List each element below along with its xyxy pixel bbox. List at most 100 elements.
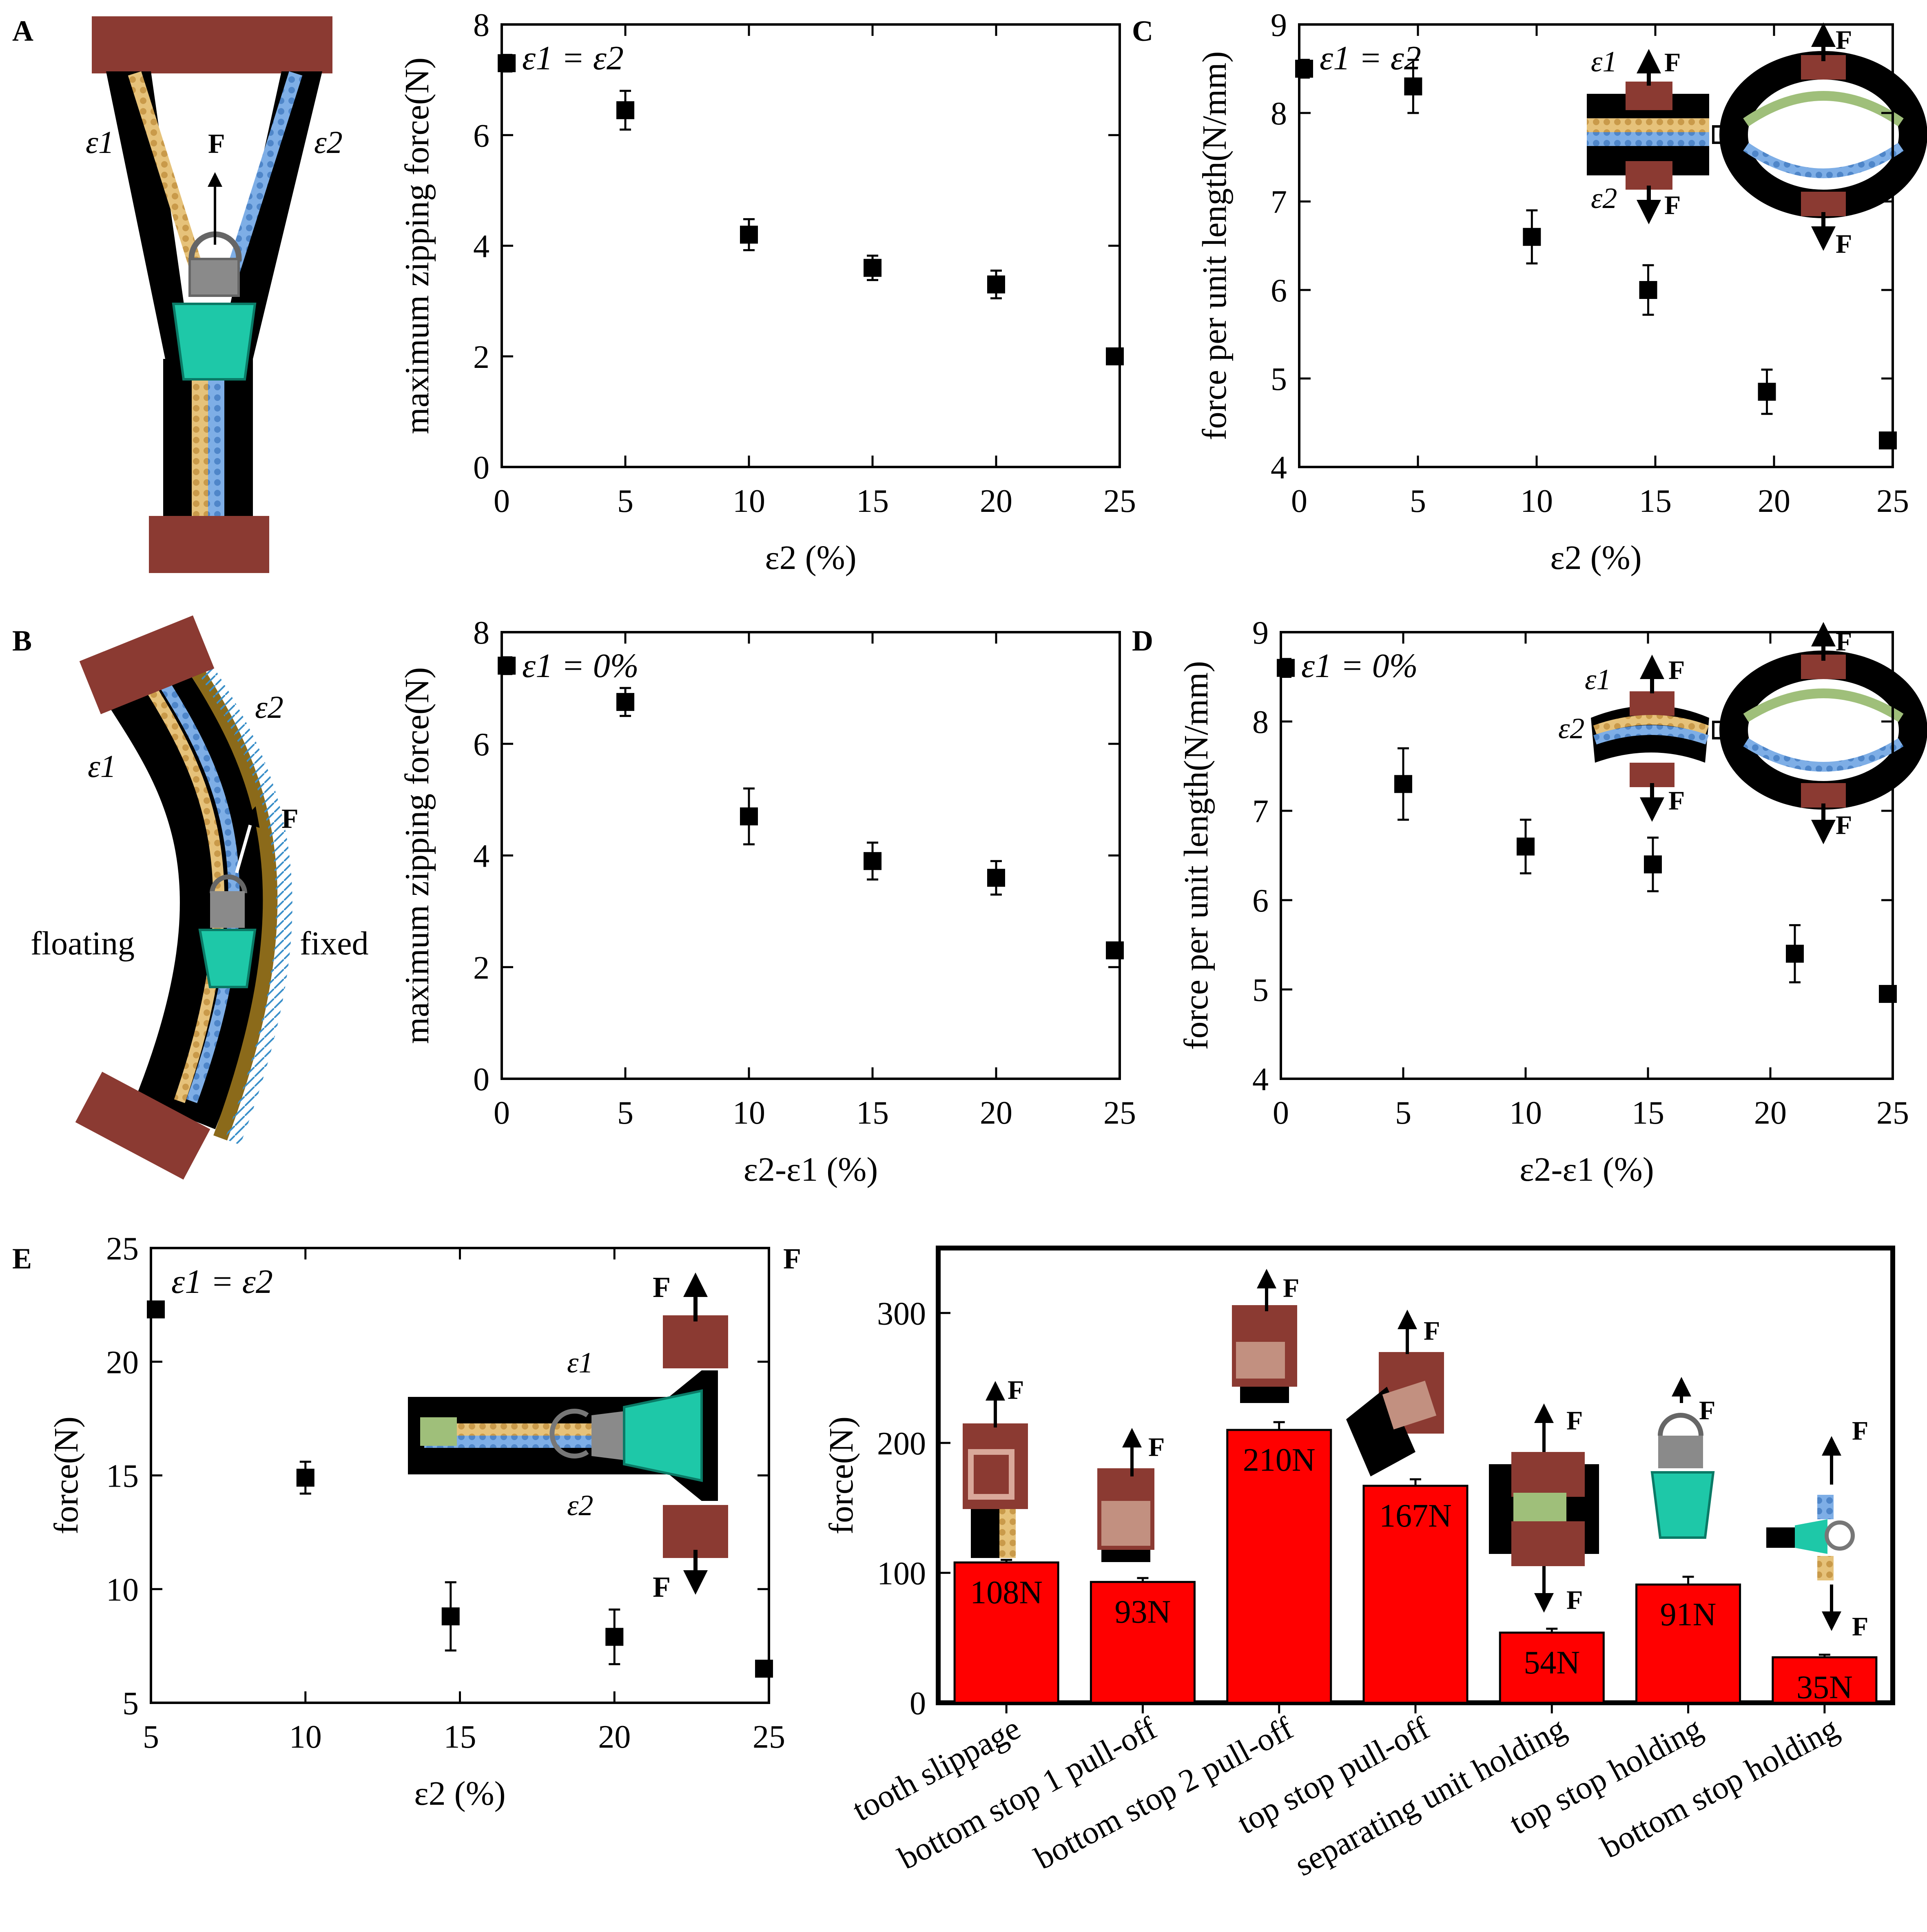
picto-bottom-stop-2: F xyxy=(1232,1269,1299,1403)
panel-letters: A C B D E F xyxy=(12,15,1153,1275)
eps1-label-b: ε1 xyxy=(88,748,116,784)
inset-d-teeth-b xyxy=(1593,725,1709,745)
y-tick-label: 9 xyxy=(1252,615,1269,651)
svg-text:F: F xyxy=(1852,1416,1868,1446)
picto-bottom-stop-1: F xyxy=(1097,1428,1165,1562)
panel-letter-f: F xyxy=(783,1242,801,1275)
x-axis-label: ε2-ε1 (%) xyxy=(1519,1151,1654,1188)
teeth-stem-y xyxy=(192,367,208,522)
floating-label: floating xyxy=(31,925,135,962)
data-point xyxy=(1517,837,1535,856)
inset-c-eps1: ε1 xyxy=(1591,45,1617,78)
svg-text:F: F xyxy=(1566,1406,1583,1436)
panel-letter-a: A xyxy=(12,15,33,47)
data-point xyxy=(1404,77,1422,95)
inset-e: F F ε1 ε2 xyxy=(408,1271,728,1603)
inset-d-f2: F xyxy=(1668,786,1685,816)
y-axis-label: force(N) xyxy=(47,1416,85,1534)
x-tick-label: 10 xyxy=(1520,483,1553,519)
bar-value-label: 210N xyxy=(1243,1442,1316,1478)
svg-text:F: F xyxy=(1008,1375,1024,1405)
x-axis-label: ε2 (%) xyxy=(1550,539,1641,577)
bar xyxy=(1090,1581,1196,1704)
top-clamp xyxy=(92,16,332,73)
data-point xyxy=(1879,431,1897,449)
data-point xyxy=(864,259,882,277)
y-tick-label: 4 xyxy=(1271,450,1287,486)
y-tick-label: 7 xyxy=(1271,184,1287,220)
y-tick-label: 0 xyxy=(473,450,490,486)
data-point xyxy=(1639,281,1657,299)
pull-ring-b xyxy=(210,874,247,894)
data-point xyxy=(441,1607,460,1626)
x-axis-label: ε2 (%) xyxy=(414,1775,505,1812)
panel-letter-b: B xyxy=(12,624,32,657)
teeth-stem-b xyxy=(208,367,224,522)
picto-top-stop-holding: F xyxy=(1650,1377,1715,1539)
x-tick-label: 25 xyxy=(1876,483,1909,519)
plot-frame xyxy=(1298,23,1894,468)
plot-frame xyxy=(501,23,1121,468)
inset-c-f1: F xyxy=(1664,48,1681,77)
category-label: bottom stop 2 pull-off xyxy=(1029,1710,1299,1877)
y-tick-label: 6 xyxy=(473,118,490,154)
data-point xyxy=(1394,775,1412,793)
data-point xyxy=(1644,855,1662,874)
x-tick-label: 15 xyxy=(856,1095,889,1131)
data-point xyxy=(740,807,758,825)
inset-c-ring-f2: F xyxy=(1836,229,1852,259)
inset-c-clamp-bot xyxy=(1626,161,1672,190)
bottom-clamp xyxy=(149,516,269,573)
y-axis-label: force per unit length(N/mm) xyxy=(1177,661,1215,1050)
inset-d: ε1 ε2 F F F F xyxy=(1558,622,1927,844)
schematic-a: F ε1 ε2 xyxy=(86,16,343,573)
y-tick-label: 8 xyxy=(473,615,490,651)
y-tick-label: 7 xyxy=(1252,794,1269,830)
inset-e-eps2: ε2 xyxy=(567,1489,593,1522)
inset-c-eps2: ε2 xyxy=(1591,182,1617,215)
svg-text:F: F xyxy=(1699,1396,1715,1425)
inset-c-clamp-top xyxy=(1626,82,1672,110)
slider-top xyxy=(188,258,240,297)
svg-text:F: F xyxy=(1148,1432,1165,1462)
data-point xyxy=(616,101,634,120)
y-tick-label: 0 xyxy=(473,1062,490,1098)
inset-c-ring-teeth-bot xyxy=(1743,143,1904,178)
data-point xyxy=(1523,228,1541,246)
y-tick-label: 5 xyxy=(122,1686,139,1722)
inset-d-eps1: ε1 xyxy=(1585,663,1611,696)
condition-annotation: ε1 = ε2 xyxy=(171,1263,273,1301)
y-tick-label: 25 xyxy=(106,1231,139,1267)
bar xyxy=(1499,1631,1605,1704)
force-arrow-b xyxy=(235,806,260,874)
slider-body xyxy=(172,303,257,381)
data-point xyxy=(755,1660,773,1678)
x-tick-label: 25 xyxy=(1876,1095,1909,1131)
force-label-b: F xyxy=(281,803,299,834)
bar-value-label: 35N xyxy=(1796,1670,1853,1706)
x-tick-label: 25 xyxy=(1103,483,1136,519)
inset-c-f2: F xyxy=(1664,190,1681,220)
condition-annotation: ε1 = 0% xyxy=(1301,647,1418,685)
y-tick-label: 6 xyxy=(1271,273,1287,309)
inset-d-f1: F xyxy=(1668,655,1685,685)
x-tick-label: 20 xyxy=(598,1719,631,1755)
y-tick-label: 4 xyxy=(473,229,490,265)
data-point xyxy=(296,1469,315,1487)
data-point xyxy=(1106,941,1124,960)
y-tick-label: 4 xyxy=(473,839,490,874)
y-tick-label: 10 xyxy=(106,1572,139,1608)
inset-d-ring-teeth-top xyxy=(1743,688,1904,722)
bar-value-label: 91N xyxy=(1660,1597,1717,1633)
y-tick-label: 4 xyxy=(1252,1062,1269,1098)
y-tick-label: 8 xyxy=(1252,704,1269,740)
inset-c-teeth-b xyxy=(1587,132,1709,146)
inset-e-f2: F xyxy=(653,1571,671,1603)
x-tick-label: 20 xyxy=(1754,1095,1787,1131)
picto-tooth-slippage: F xyxy=(963,1375,1028,1558)
data-point xyxy=(1879,985,1897,1003)
bar xyxy=(1635,1583,1741,1704)
panel-letter-d: D xyxy=(1132,624,1153,657)
slider-b-top xyxy=(210,891,245,928)
